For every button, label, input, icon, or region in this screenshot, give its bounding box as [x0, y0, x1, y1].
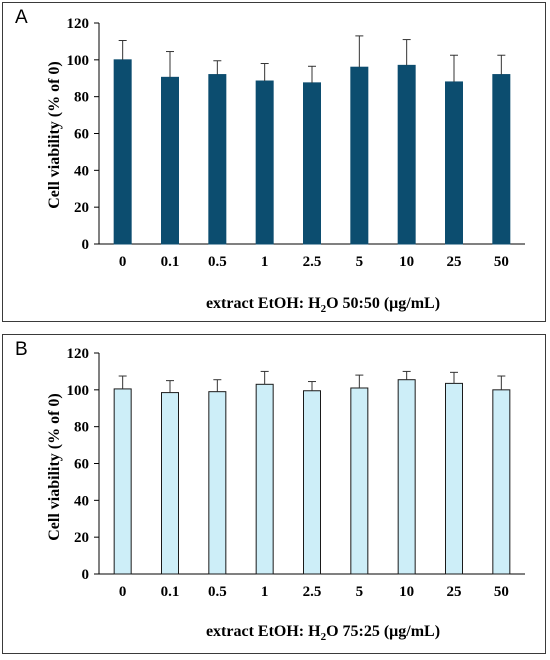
bar: [397, 64, 416, 245]
x-axis-label-subscript: 2: [320, 631, 327, 644]
bar: [397, 379, 416, 575]
y-tick-label: 0: [82, 567, 90, 583]
x-tick-label: 10: [399, 254, 414, 270]
bar: [113, 388, 132, 575]
x-tick-label: 0.1: [161, 584, 180, 600]
bar: [492, 74, 511, 245]
x-tick-label: 10: [399, 584, 414, 600]
y-tick-label: 80: [74, 420, 89, 436]
y-tick-label: 100: [67, 53, 90, 69]
x-tick-label: 25: [447, 254, 462, 270]
bar: [161, 392, 179, 575]
bar: [303, 82, 321, 245]
panel-label: B: [15, 339, 28, 360]
x-tick-label: 2.5: [303, 254, 322, 270]
y-tick-label: 40: [74, 163, 89, 179]
x-axis-label-subscript: 2: [320, 303, 327, 316]
y-tick-label: 120: [67, 16, 90, 32]
y-tick-label: 60: [74, 127, 89, 143]
bar: [208, 74, 227, 245]
x-axis-label-part: O 50:50 (μg/mL): [326, 295, 441, 312]
bar: [350, 66, 369, 245]
x-axis-label: extract EtOH: H2O 75:25 (μg/mL): [113, 623, 533, 643]
bar-chart-svg: 0 20 40 60 80 100 120 0 0.1 0.5 1 2.5 5 10 25 50: [67, 346, 525, 600]
x-tick-label: 5: [356, 254, 364, 270]
chart-panel-b: B Cell viability (% of 0) 0 20 40 60 80 100 12…: [2, 334, 546, 654]
y-tick-label: 80: [74, 90, 89, 106]
y-tick-label: 100: [67, 383, 90, 399]
y-tick-label: 60: [74, 457, 89, 473]
panel-label: A: [15, 7, 28, 28]
chart-panel-a: A Cell viability (% of 0) 0 20 40 60 80 100 12…: [2, 2, 546, 322]
x-tick-label: 1: [261, 254, 269, 270]
y-tick-label: 20: [74, 530, 89, 546]
x-tick-label: 0: [119, 254, 127, 270]
bar: [208, 391, 227, 575]
bar: [445, 81, 463, 245]
bar: [350, 387, 369, 575]
bar: [161, 76, 179, 245]
y-tick-label: 120: [67, 346, 90, 362]
x-axis-label-part: extract EtOH: H: [205, 295, 321, 312]
x-tick-label: 0.5: [208, 584, 227, 600]
x-tick-label: 0.1: [161, 254, 180, 270]
x-tick-label: 50: [494, 584, 509, 600]
bar: [445, 382, 463, 575]
x-tick-label: 0: [119, 584, 127, 600]
bar: [255, 383, 274, 575]
x-axis-label-part: extract EtOH: H: [205, 623, 321, 640]
bar: [303, 390, 321, 575]
y-tick-label: 20: [74, 200, 89, 216]
x-tick-label: 2.5: [303, 584, 322, 600]
bar: [492, 389, 511, 575]
x-tick-label: 5: [356, 584, 364, 600]
x-tick-label: 0.5: [208, 254, 227, 270]
x-tick-label: 25: [447, 584, 462, 600]
bar: [255, 80, 274, 245]
bar-chart-svg: 0 20 40 60 80 100 120 0 0.1 0.5 1 2.5 5 10 25 50: [67, 16, 525, 270]
x-axis-label: extract EtOH: H2O 50:50 (μg/mL): [113, 295, 533, 315]
y-tick-label: 40: [74, 493, 89, 509]
x-axis-label-part: O 75:25 (μg/mL): [326, 623, 441, 640]
x-tick-label: 1: [261, 584, 269, 600]
x-tick-label: 50: [494, 254, 509, 270]
y-tick-label: 0: [82, 237, 90, 253]
bar: [113, 59, 132, 245]
